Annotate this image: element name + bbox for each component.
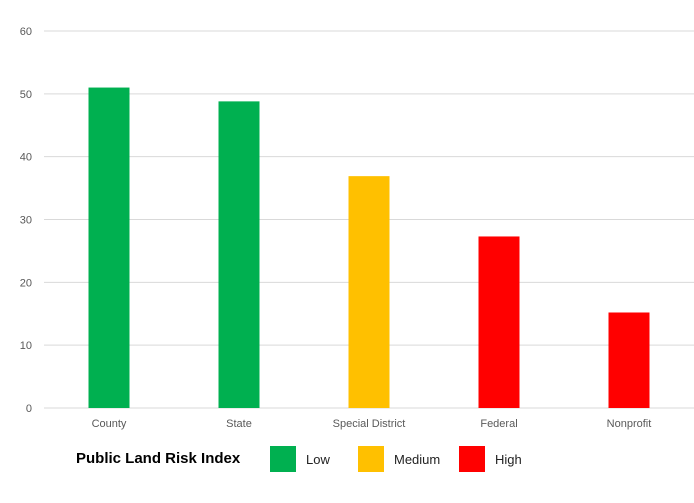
legend-label-high: High bbox=[495, 452, 522, 467]
legend-label-low: Low bbox=[306, 452, 330, 467]
y-tick-label: 60 bbox=[20, 26, 32, 38]
legend-swatch-low bbox=[270, 446, 296, 472]
y-tick-label: 50 bbox=[20, 89, 32, 101]
bar-nonprofit bbox=[608, 312, 650, 408]
x-tick-label: Nonprofit bbox=[607, 418, 652, 430]
y-tick-label: 0 bbox=[26, 403, 32, 415]
x-tick-label: State bbox=[226, 418, 252, 430]
legend-swatch-medium bbox=[358, 446, 384, 472]
bar-state bbox=[218, 101, 260, 408]
x-tick-label: County bbox=[92, 418, 127, 430]
bar-federal bbox=[478, 236, 520, 408]
legend-label-medium: Medium bbox=[394, 452, 441, 467]
bar-chart: 0 10 20 30 40 50 60 County State Special Distric… bbox=[20, 26, 694, 430]
legend-swatch-high bbox=[459, 446, 485, 472]
x-axis-ticks: County State Special District Federal Nonpro… bbox=[92, 418, 652, 430]
x-tick-label: Special District bbox=[333, 418, 406, 430]
bars bbox=[88, 87, 650, 409]
y-tick-label: 30 bbox=[20, 215, 32, 227]
legend-title: Public Land Risk Index bbox=[76, 450, 241, 467]
bar-special-district bbox=[348, 176, 390, 408]
y-tick-label: 20 bbox=[20, 277, 32, 289]
y-tick-label: 10 bbox=[20, 340, 32, 352]
y-tick-label: 40 bbox=[20, 152, 32, 164]
bar-county bbox=[88, 87, 130, 409]
y-axis-ticks: 0 10 20 30 40 50 60 bbox=[20, 26, 32, 415]
x-tick-label: Federal bbox=[480, 418, 517, 430]
legend: Public Land Risk Index Low Medium High bbox=[0, 440, 694, 480]
